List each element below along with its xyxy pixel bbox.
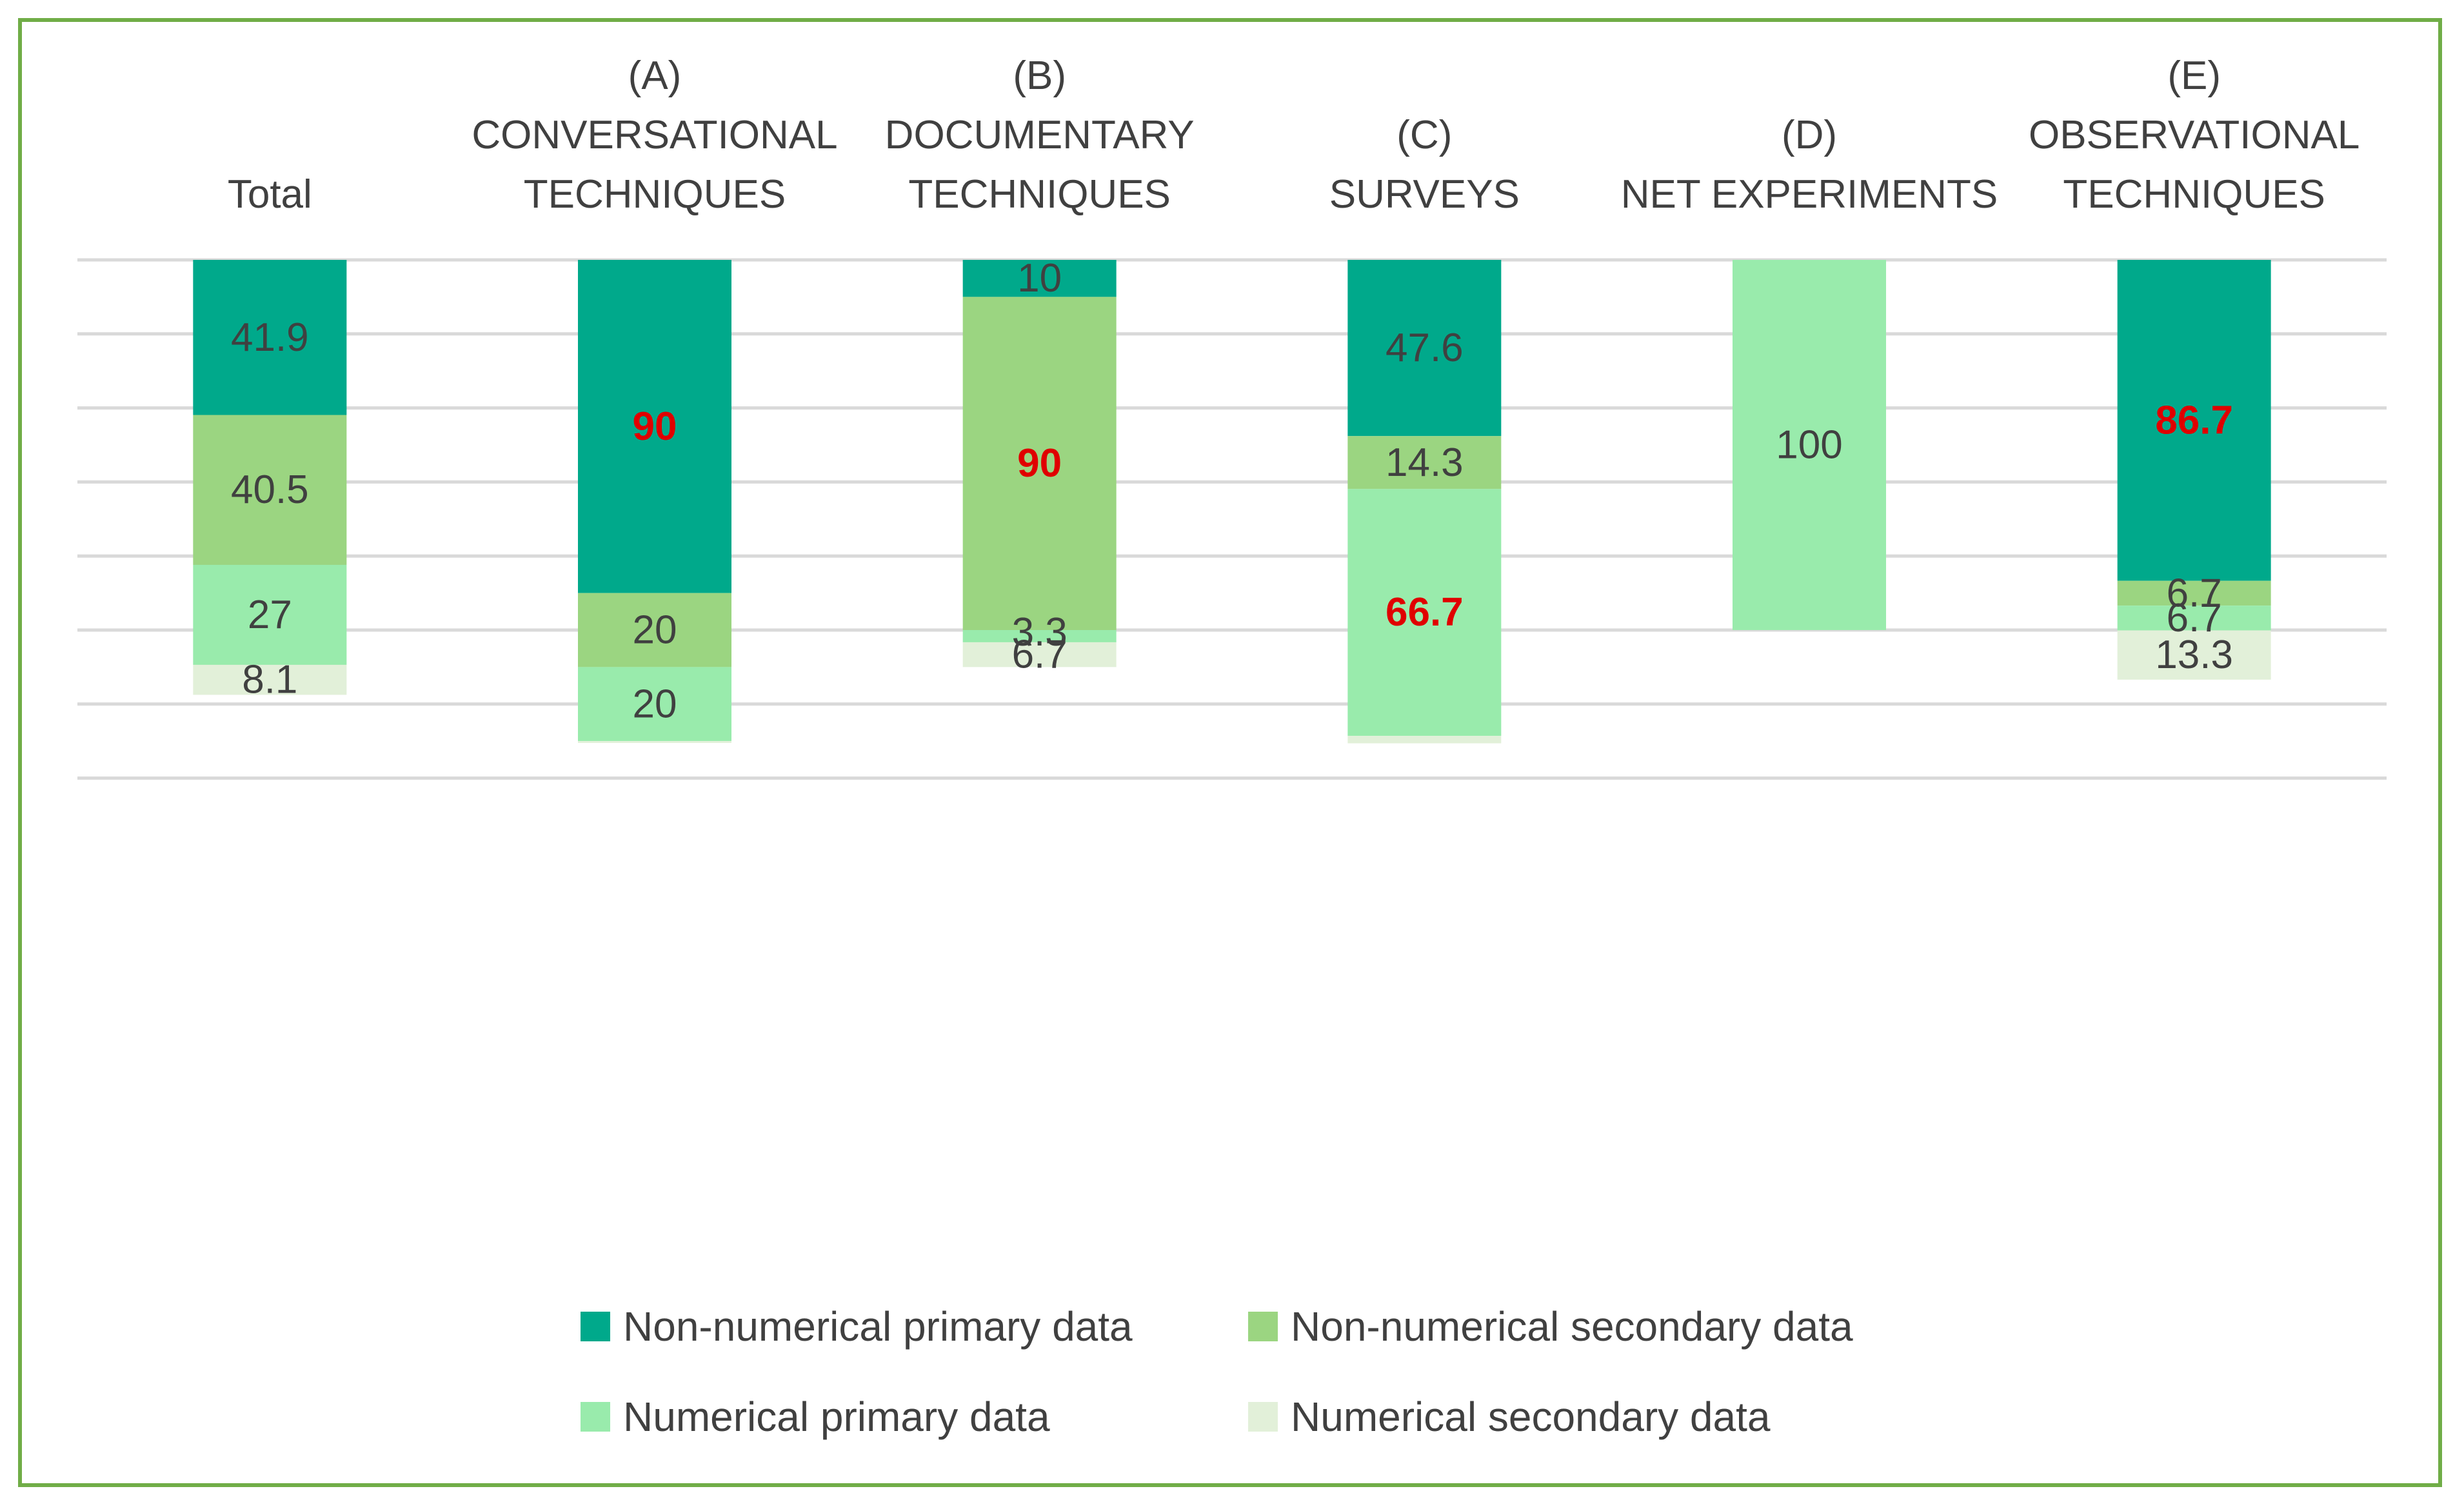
category-label: Total: [228, 172, 312, 217]
legend-label: Non-numerical primary data: [623, 1303, 1133, 1350]
bar-segment: [193, 564, 347, 665]
data-label: 86.7: [2155, 398, 2233, 442]
legend-swatch: [1248, 1402, 1278, 1432]
data-label: 3.3: [1012, 610, 1068, 655]
bar-segment: [2117, 260, 2271, 581]
bar-segment: [1733, 260, 1886, 630]
data-label: 100: [1776, 423, 1842, 468]
bar-segment: [962, 630, 1117, 642]
category-label: (C): [1396, 113, 1452, 157]
category-label: NET EXPERIMENTS: [1621, 172, 1998, 217]
gridlines: [77, 258, 2387, 780]
data-label: 20: [633, 682, 677, 726]
bar-segment: [578, 741, 731, 744]
category-label: (E): [2167, 54, 2221, 98]
category-label: OBSERVATIONAL: [2029, 113, 2360, 157]
category-label: (A): [628, 54, 682, 98]
legend-swatch: [1248, 1312, 1278, 1341]
data-label: 40.5: [231, 468, 309, 512]
data-label: 90: [633, 404, 677, 449]
bar-segment: [1347, 436, 1502, 489]
legend-label: Non-numerical secondary data: [1291, 1303, 1853, 1350]
chart-frame: [18, 18, 2442, 1487]
category-label: SURVEYS: [1329, 172, 1520, 217]
bars: [193, 260, 2271, 744]
category-label: TECHNIQUES: [524, 172, 786, 217]
bar-segment: [193, 415, 347, 565]
legend-label: Numerical primary data: [623, 1394, 1050, 1440]
data-label: 27: [248, 593, 292, 637]
bar-segment: [578, 593, 731, 667]
category-labels: Total (A) CONVERSATIONAL TECHNIQUES (B) DOCUM…: [228, 54, 2360, 217]
bar-segment: [962, 297, 1117, 630]
data-label: 20: [633, 608, 677, 653]
bar-segment: [578, 260, 731, 593]
category-label: CONVERSATIONAL: [472, 113, 837, 157]
legend: Non-numerical primary data Non-numerical …: [581, 1303, 1853, 1440]
bar-segment: [193, 664, 347, 695]
bar-segment: [1347, 260, 1502, 437]
data-label: 6.7: [2167, 596, 2222, 640]
data-label: 10: [1017, 256, 1062, 301]
category-label: (B): [1013, 54, 1066, 98]
legend-label: Numerical secondary data: [1291, 1394, 1771, 1440]
data-label: 66.7: [1386, 590, 1464, 635]
bar-segment: [2117, 580, 2271, 606]
data-label: 8.1: [242, 658, 297, 702]
bar-segment: [1347, 736, 1502, 744]
data-label: 90: [1017, 441, 1062, 486]
category-label: TECHNIQUES: [2063, 172, 2325, 217]
data-label: 41.9: [231, 315, 309, 360]
bar-segment: [2117, 606, 2271, 631]
data-label: 47.6: [1386, 326, 1464, 370]
bar-segment: [962, 260, 1117, 297]
legend-swatch: [581, 1402, 610, 1432]
category-label: TECHNIQUES: [908, 172, 1170, 217]
data-label: 13.3: [2155, 633, 2233, 677]
bar-segment: [578, 667, 731, 742]
data-label: 6.7: [1012, 633, 1068, 677]
bar-segment: [1347, 489, 1502, 736]
bar-segment: [2117, 630, 2271, 680]
category-label: (D): [1782, 113, 1837, 157]
category-label: DOCUMENTARY: [885, 113, 1195, 157]
data-label: 14.3: [1386, 440, 1464, 485]
bar-segment: [962, 642, 1117, 667]
legend-swatch: [581, 1312, 610, 1341]
data-labels: 41.940.5278.190202010903.36.747.614.366.…: [231, 256, 2233, 726]
data-label: 6.7: [2167, 571, 2222, 615]
bar-segment: [193, 260, 347, 415]
